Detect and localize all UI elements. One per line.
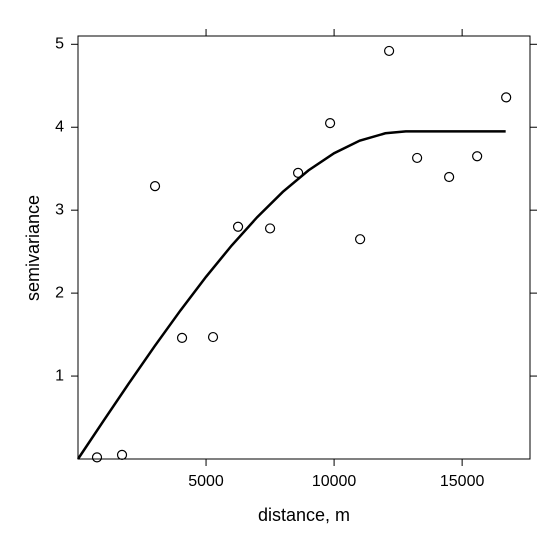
y-tick-label: 1 — [55, 367, 64, 384]
data-point — [355, 234, 366, 245]
plot-frame — [77, 35, 531, 460]
data-point — [264, 223, 276, 234]
y-tick-label: 2 — [55, 284, 64, 301]
data-point — [176, 332, 188, 344]
data-point — [324, 117, 336, 129]
y-axis-title: semivariance — [23, 195, 43, 301]
data-point — [116, 449, 128, 460]
data-point — [501, 92, 512, 103]
data-point — [412, 152, 423, 164]
x-tick-label: 10000 — [312, 473, 357, 490]
data-point — [149, 181, 161, 192]
data-point — [207, 331, 219, 343]
data-point — [91, 452, 103, 463]
data-point — [292, 167, 304, 178]
data-point — [383, 45, 395, 57]
data-point — [444, 171, 455, 183]
x-tick-label: 15000 — [440, 473, 485, 490]
data-point — [472, 151, 483, 162]
data-point — [232, 221, 244, 232]
y-tick-label: 5 — [55, 36, 64, 53]
x-axis-title: distance, m — [258, 505, 350, 525]
x-tick-label: 5000 — [188, 473, 224, 490]
y-tick-label: 3 — [55, 201, 64, 218]
model-line — [76, 130, 506, 460]
y-tick-label: 4 — [55, 118, 64, 135]
